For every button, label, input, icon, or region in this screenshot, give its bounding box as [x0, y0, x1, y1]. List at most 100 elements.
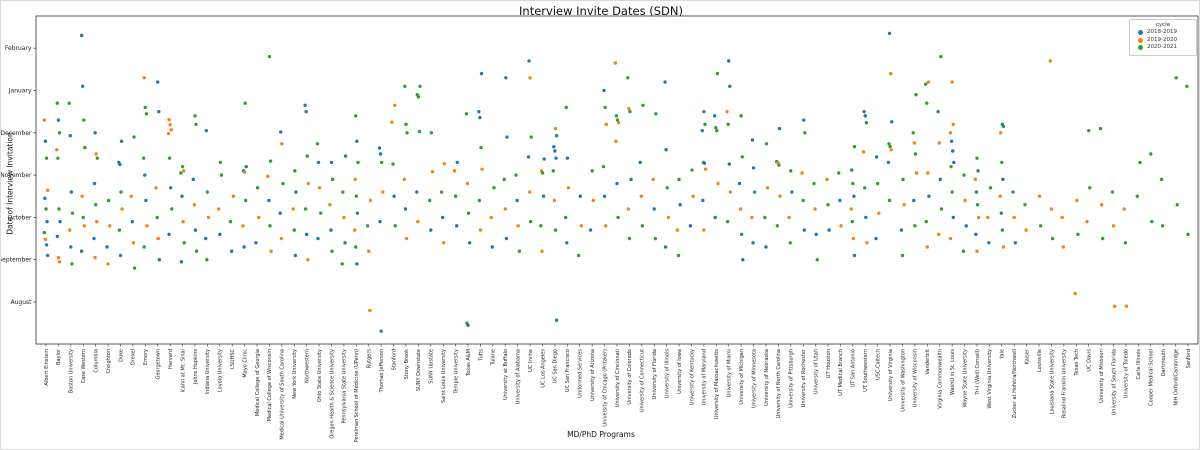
- x-tick-label: USC-Caltech: [875, 349, 881, 380]
- data-point: [354, 245, 358, 249]
- data-point: [80, 194, 84, 198]
- data-point: [812, 181, 816, 186]
- data-point: [727, 59, 731, 63]
- data-point: [144, 112, 149, 116]
- data-point: [179, 171, 183, 175]
- x-tick-label: University of Pittsburgh: [789, 349, 795, 408]
- x-tick-label: Kaiser: [1024, 348, 1030, 364]
- data-point: [465, 181, 470, 186]
- x-tick-label: Emory: [143, 349, 149, 365]
- legend-label: 2020-2021: [1147, 44, 1177, 50]
- data-point: [887, 31, 892, 36]
- data-point: [108, 224, 112, 228]
- data-point: [973, 177, 978, 182]
- data-point: [231, 194, 235, 198]
- data-point: [712, 114, 717, 118]
- data-point: [440, 215, 445, 220]
- data-point: [83, 145, 87, 150]
- data-point: [925, 101, 929, 105]
- data-point: [1123, 241, 1128, 245]
- x-tick-label: University of Washington: [900, 349, 906, 412]
- data-point: [166, 131, 171, 136]
- data-point: [94, 152, 98, 156]
- data-point: [888, 144, 892, 149]
- data-point: [179, 260, 184, 264]
- x-tick-label: University of Connecticut: [640, 349, 646, 412]
- data-point: [886, 160, 891, 165]
- data-point: [131, 241, 136, 245]
- data-point: [79, 249, 84, 253]
- data-point: [118, 162, 122, 167]
- x-tick-label: UC Davis: [1086, 349, 1092, 372]
- data-point: [489, 215, 493, 220]
- data-point: [601, 164, 606, 169]
- data-point: [168, 123, 172, 127]
- data-point: [578, 194, 583, 198]
- data-point: [939, 207, 944, 211]
- data-point: [490, 245, 495, 249]
- data-point: [850, 219, 854, 224]
- x-tick-label: University of Michigan: [739, 349, 745, 405]
- data-point: [68, 228, 72, 232]
- data-point: [243, 101, 247, 105]
- data-point: [95, 219, 99, 224]
- x-axis-label: MD/PhD Programs: [567, 430, 635, 439]
- data-point: [1013, 241, 1018, 245]
- data-point: [862, 109, 866, 114]
- x-tick-label: University of Minnesota: [751, 349, 757, 408]
- data-point: [355, 211, 360, 215]
- data-point: [663, 80, 667, 84]
- data-point: [1110, 190, 1115, 194]
- x-tick-label: University of Maryland: [702, 349, 708, 405]
- data-point: [82, 118, 86, 122]
- data-point: [802, 228, 806, 232]
- data-point: [911, 131, 915, 135]
- data-point: [528, 76, 532, 80]
- data-point: [775, 224, 779, 228]
- data-point: [776, 160, 780, 165]
- x-tick-label: WashU in St. Louis: [950, 349, 956, 395]
- data-point: [380, 160, 384, 165]
- data-point: [181, 219, 185, 224]
- data-point: [964, 224, 968, 228]
- data-point: [204, 236, 208, 241]
- data-point: [430, 170, 435, 174]
- data-point: [864, 120, 869, 125]
- data-point: [92, 181, 97, 186]
- data-point: [737, 181, 742, 186]
- data-point: [92, 236, 96, 241]
- data-point: [354, 114, 358, 118]
- data-point: [502, 177, 506, 182]
- data-point: [975, 249, 979, 253]
- y-tick-label: January: [8, 88, 32, 95]
- data-point: [825, 177, 829, 182]
- data-point: [765, 186, 770, 190]
- data-point: [603, 105, 607, 110]
- data-point: [874, 236, 878, 241]
- data-point: [526, 155, 531, 159]
- data-point: [552, 198, 557, 203]
- data-point: [393, 224, 397, 228]
- x-tick-label: Ohio State University: [317, 349, 323, 402]
- x-tick-label: Indiana University: [205, 349, 211, 394]
- data-point: [1088, 186, 1092, 190]
- x-tick-label: Boston University: [69, 349, 75, 393]
- x-tick-label: Louisiana State University: [1049, 349, 1055, 414]
- x-tick-label: UC Los Angeles: [540, 349, 546, 388]
- data-point: [504, 76, 508, 80]
- data-point: [356, 160, 360, 165]
- x-tick-label: University of North Carolina: [776, 349, 782, 418]
- data-point: [802, 118, 806, 122]
- data-point: [914, 93, 918, 97]
- data-point: [56, 255, 61, 260]
- data-point: [452, 169, 457, 173]
- data-point: [554, 134, 559, 138]
- data-point: [381, 190, 385, 194]
- data-point: [627, 106, 631, 111]
- x-tick-label: University of Alabama: [515, 349, 521, 404]
- data-point: [738, 207, 743, 211]
- data-point: [193, 114, 197, 118]
- x-tick-label: UT San Antonio: [851, 349, 857, 388]
- data-point: [927, 194, 931, 198]
- data-point: [69, 245, 73, 249]
